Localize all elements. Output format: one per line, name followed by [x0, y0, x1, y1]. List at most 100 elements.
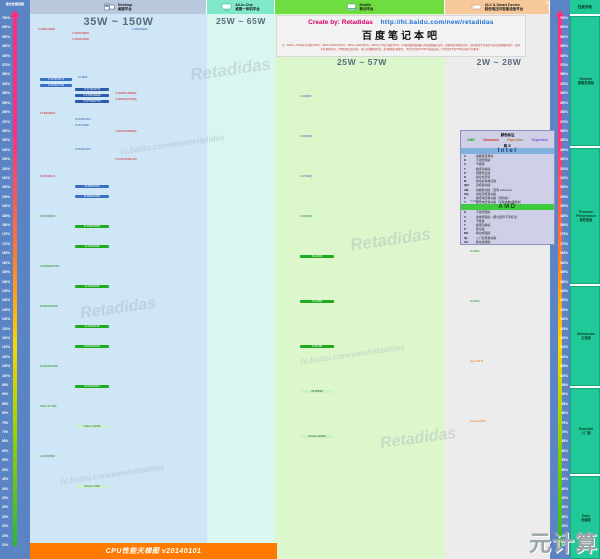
axis-tick-right: 150%: [559, 279, 568, 284]
axis-tick-left: 135%: [2, 307, 11, 312]
grade-label: Extreme 旗舰发烧级: [571, 77, 600, 85]
axis-tick-left: 95%: [2, 383, 9, 388]
legend-value: 超低电压移动版（低功耗）: [476, 196, 511, 201]
header-label-en: Mobile: [359, 2, 372, 7]
axis-tick-right: 135%: [559, 307, 568, 312]
cpu-entry: i7-4930MX/4900MQ: [115, 92, 137, 95]
cpu-entry: i7-4650U: [470, 200, 480, 203]
axis-tick-right: 100%: [559, 373, 568, 378]
grade-label-cn: 入门级: [581, 431, 591, 435]
band-desktop: [30, 14, 207, 559]
cpu-entry: i5-4200U: [470, 250, 480, 253]
legend-header-sub: 释 义: [503, 144, 512, 148]
axis-tick-right: 40%: [561, 486, 568, 491]
cpu-entry: i7-3720QM/3610QM: [115, 158, 137, 161]
cpu-entry: i7-3770K/3770: [75, 88, 109, 92]
axis-tick-left: 115%: [2, 345, 10, 350]
axis-tick-left: 60%: [2, 448, 9, 453]
legend-key: XM: [464, 187, 469, 192]
axis-tick-right: 185%: [559, 213, 568, 218]
legend-value: 超低功耗版: [476, 166, 491, 171]
axis-tick-left: 155%: [2, 270, 11, 275]
axis-tick-left: 375%: [2, 63, 11, 68]
spec-aio-power: 25W ~ 65W: [215, 16, 267, 26]
cpu-entry: FX-6350/6300: [40, 215, 56, 218]
spec-desktop-power: 35W ~ 150W: [83, 16, 154, 28]
axis-tick-left: 600%: [2, 25, 11, 30]
axis-tick-left: 105%: [2, 364, 11, 369]
legend-value: 性能增强版（部分型号不带标注）: [476, 214, 520, 219]
header-label-cn: 移动平台: [359, 7, 374, 12]
cpu-entry: Atom Z3770: [470, 360, 484, 363]
axis-tick-right: 55%: [561, 458, 568, 463]
header-ulv-text: ULV & Smart Device 超低电压与智能设备平台: [485, 3, 524, 11]
grade-label-en: Premium Performance: [576, 209, 596, 218]
axis-tick-right: 130%: [559, 317, 568, 322]
axis-tick-left: 75%: [2, 420, 9, 425]
legend-value: 不锁倍频版: [476, 158, 491, 163]
legend-value: 屏蔽核显版: [476, 170, 491, 175]
legend-value: 节能版: [476, 218, 485, 223]
legend-key: MX: [464, 231, 469, 236]
axis-tick-left: 140%: [2, 298, 11, 303]
legend-row-intel: M 移动标准电压版: [461, 179, 554, 183]
cpu-entry: i7-3630QM: [300, 215, 312, 218]
legend-row-intel: Y 超低电压移动版（平板电脑/超极本）: [461, 200, 554, 204]
legend-row-intel: P 屏蔽核显版: [461, 171, 554, 175]
cpu-entry: i7-3770S/3770T: [75, 100, 109, 104]
legend-tag-amd: AMD: [467, 138, 475, 142]
cpu-entry: i5-3330/3350P: [75, 225, 109, 229]
legend-key: K: [464, 210, 467, 215]
legend-row-amd: T 超低功耗版: [461, 223, 554, 227]
legend-value: 移动性能版: [476, 239, 491, 244]
header-label-cn: 桌面平台: [117, 7, 132, 12]
title-block: Create by: Retadidas http://hi.baidu.com…: [276, 15, 526, 57]
legend-row-intel: K 不锁倍频版: [461, 158, 554, 162]
axis-tick-right: 160%: [559, 260, 568, 265]
legend-value: 移动增强版: [476, 231, 491, 236]
axis-gradient-bar-left: [10, 10, 20, 546]
axis-tick-left: 165%: [2, 251, 11, 256]
axis-tick-left: 150%: [2, 279, 11, 284]
axis-tick-left: 185%: [2, 213, 11, 218]
legend-amd-title: AMD: [461, 204, 554, 211]
grade-label: Entry 低端级: [571, 513, 600, 521]
axis-tick-left: 220%: [2, 166, 11, 171]
source-url[interactable]: http://hi.baidu.com/new/retadidas: [380, 19, 494, 26]
axis-tick-left: 350%: [2, 72, 11, 77]
legend-row-amd: E 节能版: [461, 219, 554, 223]
axis-tick-left: 85%: [2, 401, 9, 406]
footer-title-text: CPU性能天梯图 v20140101: [105, 548, 202, 555]
legend-key: U: [464, 196, 467, 201]
header-label-en: All-in-One: [235, 2, 253, 7]
axis-tick-right: 165%: [559, 251, 568, 256]
cpu-entry: i5-3570K/3570: [75, 148, 91, 151]
band-all-in-one: [207, 14, 275, 559]
legend-value: 四核移动版: [476, 183, 491, 188]
legend-amd-rows: K 不锁倍频版 X 性能增强版（部分型号不带标注） E 节能版 T 超低功耗版 P 移动版 MX 移动…: [461, 210, 554, 244]
axis-tick-left: 250%: [2, 138, 11, 143]
axis-tick-left: 290%: [2, 100, 11, 105]
axis-tick-right: 500%: [559, 34, 568, 39]
cpu-entry: i7-4770K/4771: [40, 78, 72, 82]
axis-tick-left: 20%: [2, 524, 9, 529]
legend-key: HX: [464, 239, 469, 244]
axis-tick-left: 280%: [2, 110, 11, 115]
legend-value: 焊接四核移动版: [476, 191, 497, 196]
axis-tick-right: 95%: [561, 383, 568, 388]
axis-tick-right: 210%: [559, 175, 568, 180]
legend-value: 超低电压移动版（平板电脑/超极本）: [476, 200, 524, 205]
axis-tick-right: 25%: [561, 514, 568, 519]
axis-tick-left: 210%: [2, 175, 11, 180]
axis-tick-right: 120%: [559, 335, 568, 340]
axis-tick-left: 230%: [2, 157, 11, 162]
legend-tag-overclock: Overclock: [483, 138, 499, 142]
grade-label-cn: 高性能级: [579, 218, 593, 223]
axis-tick-right: 170%: [559, 241, 568, 246]
legend-row-intel: HQ 焊接四核移动版: [461, 192, 554, 196]
legend-key: T: [464, 223, 466, 228]
axis-tick-right: 115%: [560, 345, 568, 350]
cpu-entry: Celeron 1007U: [470, 420, 487, 423]
grade-label-en: Entry: [581, 513, 591, 518]
